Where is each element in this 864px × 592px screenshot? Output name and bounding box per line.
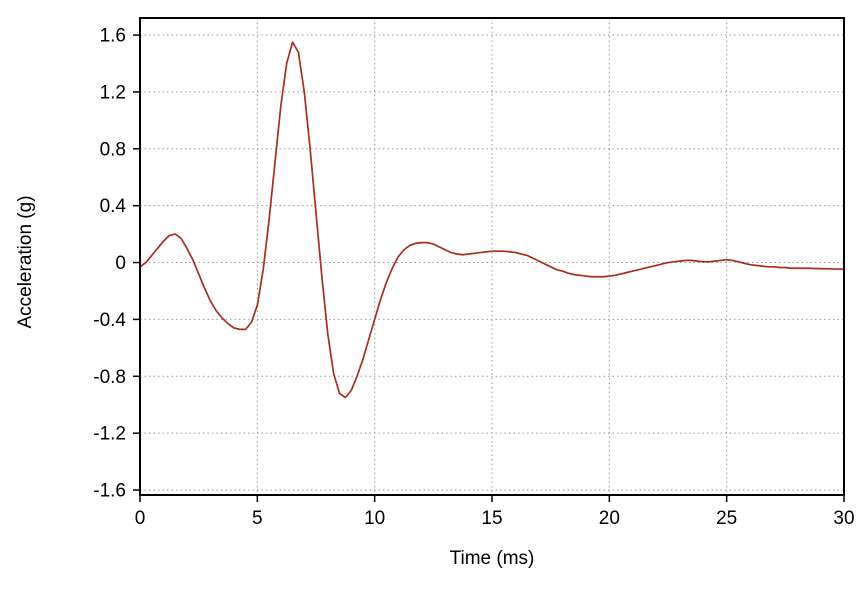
- y-tick-label: 0: [115, 253, 126, 274]
- y-axis-title: Acceleration (g): [15, 195, 36, 329]
- plot-frame: [139, 17, 845, 496]
- x-tick-label: 30: [833, 508, 854, 529]
- x-tick-label: 5: [252, 508, 263, 529]
- y-tick-label: -1.6: [93, 481, 126, 502]
- y-tick-label: -1.2: [93, 424, 126, 445]
- x-tick-label: 25: [716, 508, 737, 529]
- x-axis-title: Time (ms): [449, 548, 535, 569]
- y-tick-label: -0.8: [93, 367, 126, 388]
- y-tick-label: 1.2: [100, 82, 126, 103]
- y-tick-label: 0.8: [100, 139, 126, 160]
- y-tick-label: 0.4: [100, 196, 127, 217]
- y-tick-label: 1.6: [100, 26, 126, 47]
- x-tick-label: 20: [599, 508, 620, 529]
- x-tick-label: 10: [364, 508, 385, 529]
- y-tick-label: -0.4: [93, 310, 126, 331]
- x-tick-label: 0: [135, 508, 146, 529]
- x-tick-label: 15: [481, 508, 502, 529]
- data-line-acceleration: [139, 41, 845, 399]
